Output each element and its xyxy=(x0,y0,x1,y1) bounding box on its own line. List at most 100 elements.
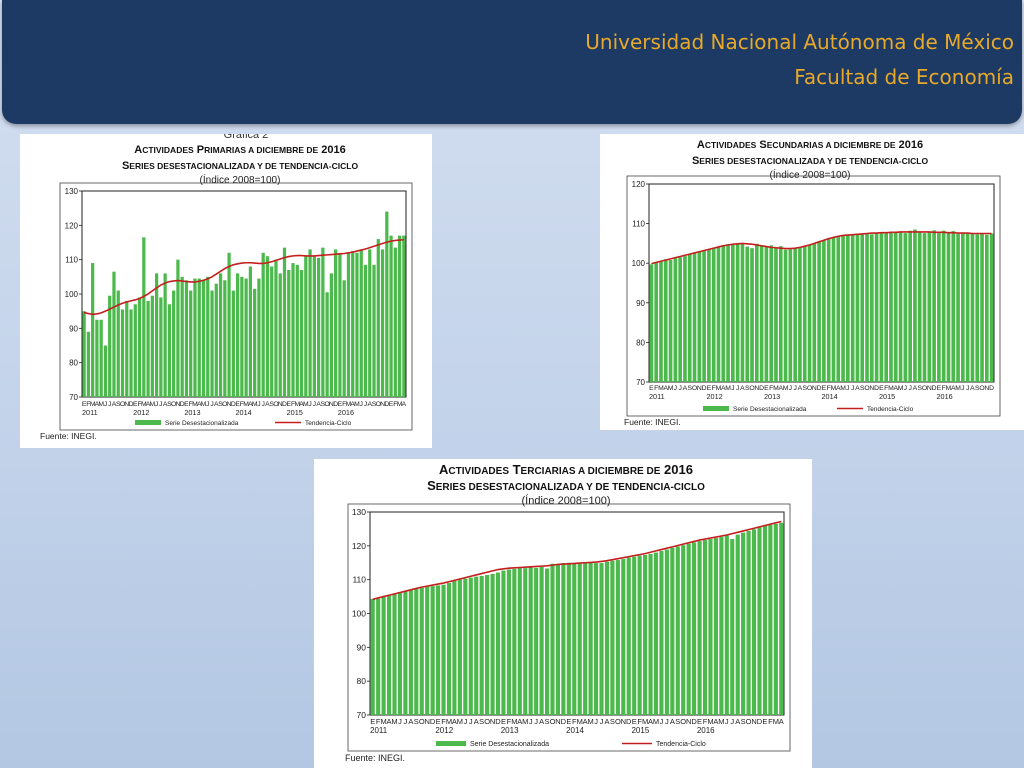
data-bar xyxy=(754,243,759,382)
x-month-label: J xyxy=(206,401,209,408)
data-bar xyxy=(860,233,865,382)
data-bar xyxy=(726,244,730,382)
faculty-title: Facultad de Economía xyxy=(794,65,1014,89)
x-year-label: 2011 xyxy=(82,408,98,417)
chart-outer-box xyxy=(347,503,791,752)
data-bar xyxy=(150,295,154,397)
data-bar xyxy=(201,280,206,397)
x-month-label: N xyxy=(812,385,817,392)
data-bar xyxy=(376,598,381,715)
data-bar xyxy=(932,230,936,382)
y-tick-label: 100 xyxy=(65,290,79,299)
legend-bar-swatch xyxy=(135,420,161,425)
data-bar xyxy=(893,231,898,382)
data-bar xyxy=(802,246,807,382)
x-month-label: M xyxy=(98,401,104,408)
data-bar xyxy=(163,273,167,397)
data-bar xyxy=(668,260,673,382)
data-bar xyxy=(257,278,261,397)
data-bar xyxy=(724,535,729,715)
data-bar xyxy=(941,230,946,382)
data-bar xyxy=(702,250,706,382)
data-bar xyxy=(831,237,836,382)
x-month-label: M xyxy=(716,385,722,392)
data-bar xyxy=(798,247,802,382)
data-bar xyxy=(663,259,668,382)
data-bar xyxy=(235,273,240,397)
data-bar xyxy=(664,549,669,715)
data-bar xyxy=(697,251,702,382)
x-month-label: N xyxy=(555,717,560,726)
x-month-label: J xyxy=(846,385,849,392)
slide-header: Universidad Nacional Autónoma de México … xyxy=(2,0,1022,124)
x-month-label: A xyxy=(197,401,202,408)
data-bar xyxy=(387,595,392,715)
x-month-label: J xyxy=(665,717,669,726)
x-month-label: J xyxy=(966,385,969,392)
x-month-label: A xyxy=(387,717,392,726)
data-bar xyxy=(441,584,446,715)
x-month-label: A xyxy=(583,717,588,726)
data-bar xyxy=(903,233,908,382)
data-bar xyxy=(261,252,265,397)
x-year-label: 2013 xyxy=(764,392,780,401)
data-bar xyxy=(321,247,325,397)
data-bar xyxy=(778,246,783,382)
data-bar xyxy=(517,567,522,715)
x-month-label: M xyxy=(243,401,249,408)
x-month-label: M xyxy=(141,401,147,408)
data-bar xyxy=(922,233,927,382)
x-month-label: S xyxy=(610,717,615,726)
data-bar xyxy=(351,251,355,397)
data-bar xyxy=(227,252,231,397)
data-bar xyxy=(189,290,193,397)
data-bar xyxy=(965,233,970,382)
data-bar xyxy=(750,248,754,382)
x-month-label: O xyxy=(171,401,176,408)
data-bar xyxy=(730,539,735,715)
data-bar xyxy=(372,264,376,397)
x-month-label: A xyxy=(163,401,168,408)
data-bar xyxy=(615,560,620,715)
chart-index-note: (Índice 2008=100) xyxy=(522,494,611,507)
x-month-label: A xyxy=(778,385,783,392)
x-month-label: O xyxy=(749,385,754,392)
data-bar xyxy=(265,256,270,397)
data-bar xyxy=(561,563,566,715)
legend-bar-label: Serie Desestacionalizada xyxy=(165,420,239,427)
data-bar xyxy=(159,297,163,397)
x-month-label: J xyxy=(793,385,796,392)
data-bar xyxy=(961,232,965,382)
data-bar xyxy=(197,278,201,397)
x-month-label: O xyxy=(419,717,425,726)
x-month-label: E xyxy=(235,401,240,408)
data-bar xyxy=(116,290,120,397)
x-month-label: O xyxy=(922,385,927,392)
data-bar xyxy=(86,331,91,397)
y-tick-label: 130 xyxy=(65,187,79,196)
x-year-label: 2013 xyxy=(501,726,519,735)
data-bar xyxy=(133,304,137,397)
data-bar xyxy=(338,254,342,397)
x-month-label: N xyxy=(869,385,874,392)
x-month-label: N xyxy=(490,717,495,726)
data-bar xyxy=(550,563,555,715)
data-bar xyxy=(708,539,713,715)
x-month-label: E xyxy=(697,717,702,726)
x-month-label: D xyxy=(282,401,287,408)
data-bar xyxy=(82,311,86,397)
data-bar xyxy=(346,252,351,397)
data-bar xyxy=(287,269,291,397)
data-bar xyxy=(686,543,691,715)
data-bar xyxy=(659,550,664,715)
data-bar xyxy=(291,263,295,397)
data-bar xyxy=(142,237,146,397)
data-bar xyxy=(649,264,654,382)
x-month-label: E xyxy=(649,385,654,392)
y-tick-label: 90 xyxy=(636,299,645,308)
x-month-label: F xyxy=(572,717,577,726)
data-bar xyxy=(735,243,740,382)
data-bar xyxy=(91,263,95,397)
data-bar xyxy=(850,235,855,382)
data-bar xyxy=(583,563,588,715)
